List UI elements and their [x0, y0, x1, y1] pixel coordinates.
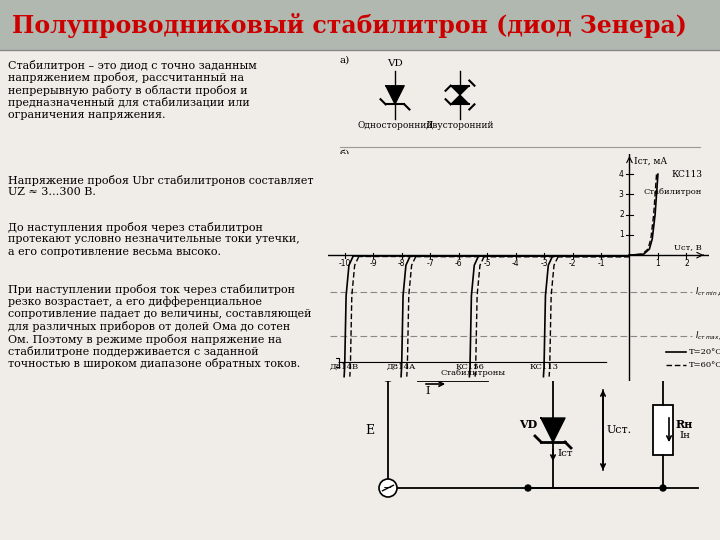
Text: 4: 4 — [619, 170, 624, 179]
Text: E: E — [366, 423, 374, 436]
Text: Стабилитроны: Стабилитроны — [440, 369, 505, 377]
Text: КС113: КС113 — [529, 362, 559, 370]
Text: точностью в широком диапазоне обратных токов.: точностью в широком диапазоне обратных т… — [8, 359, 300, 369]
Text: -3: -3 — [540, 259, 548, 268]
Text: 1: 1 — [619, 231, 624, 239]
Text: -1: -1 — [597, 259, 605, 268]
Text: Односторонний: Односторонний — [357, 122, 433, 130]
Text: Uст, В: Uст, В — [675, 243, 702, 251]
Text: непрерывную работу в области пробоя и: непрерывную работу в области пробоя и — [8, 85, 248, 96]
Text: протекают условно незначительные токи утечки,: протекают условно незначительные токи ут… — [8, 234, 300, 245]
Text: UZ ≈ 3…300 В.: UZ ≈ 3…300 В. — [8, 187, 96, 198]
Text: VD: VD — [518, 418, 537, 429]
Text: для различных приборов от долей Ома до сотен: для различных приборов от долей Ома до с… — [8, 321, 290, 332]
Text: КС156: КС156 — [456, 362, 485, 370]
Text: напряжением пробоя, рассчитанный на: напряжением пробоя, рассчитанный на — [8, 72, 244, 83]
Text: предназначенный для стабилизации или: предназначенный для стабилизации или — [8, 97, 250, 108]
Text: -6: -6 — [455, 259, 462, 268]
Text: ограничения напряжения.: ограничения напряжения. — [8, 110, 166, 119]
Text: $I_{ст\,min\,доп}$: $I_{ст\,min\,доп}$ — [695, 285, 720, 298]
Text: -2: -2 — [569, 259, 576, 268]
Text: T=20°C: T=20°C — [689, 348, 720, 356]
Text: 1: 1 — [656, 259, 660, 268]
Text: Двусторонний: Двусторонний — [426, 122, 494, 130]
Text: I: I — [426, 386, 431, 396]
Text: VD: VD — [387, 59, 403, 68]
Text: Д814В: Д814В — [330, 362, 359, 370]
Text: стабилитроне поддерживается с заданной: стабилитроне поддерживается с заданной — [8, 346, 258, 357]
Text: -8: -8 — [398, 259, 405, 268]
Text: Rн: Rн — [676, 420, 693, 430]
Circle shape — [525, 369, 531, 375]
Text: Uст.: Uст. — [607, 425, 632, 435]
Text: Iст: Iст — [557, 449, 572, 458]
Polygon shape — [451, 95, 469, 104]
Text: +: + — [383, 367, 392, 377]
Text: Iн: Iн — [679, 430, 690, 440]
Text: $I_{ст\,max\,доп}$: $I_{ст\,max\,доп}$ — [695, 330, 720, 342]
Polygon shape — [541, 418, 565, 442]
Text: сопротивление падает до величины, составляющей: сопротивление падает до величины, состав… — [8, 309, 312, 319]
Text: -4: -4 — [512, 259, 519, 268]
Text: 2: 2 — [619, 210, 624, 219]
Polygon shape — [451, 86, 469, 95]
Polygon shape — [386, 86, 405, 104]
Text: Напряжение пробоя Ubr стабилитронов составляет: Напряжение пробоя Ubr стабилитронов сост… — [8, 175, 313, 186]
Text: Полупроводниковый стабилитрон (диод Зенера): Полупроводниковый стабилитрон (диод Зене… — [12, 12, 687, 37]
Circle shape — [379, 363, 397, 381]
Circle shape — [660, 485, 666, 491]
Text: Ом. Поэтому в режиме пробоя напряжение на: Ом. Поэтому в режиме пробоя напряжение н… — [8, 334, 282, 345]
Circle shape — [660, 369, 666, 375]
Text: -10: -10 — [338, 259, 351, 268]
Text: б): б) — [340, 150, 351, 159]
Bar — [418, 363, 488, 381]
Text: 2: 2 — [684, 259, 689, 268]
Text: а его сопротивление весьма высоко.: а его сопротивление весьма высоко. — [8, 247, 221, 257]
Text: КС113: КС113 — [671, 170, 702, 179]
Text: Стабилитрон – это диод с точно заданным: Стабилитрон – это диод с точно заданным — [8, 60, 257, 71]
Text: -9: -9 — [369, 259, 377, 268]
Text: резко возрастает, а его дифференциальное: резко возрастает, а его дифференциальное — [8, 296, 262, 307]
Circle shape — [525, 485, 531, 491]
Text: -7: -7 — [426, 259, 434, 268]
Text: -5: -5 — [483, 259, 491, 268]
Text: При наступлении пробоя ток через стабилитрон: При наступлении пробоя ток через стабили… — [8, 284, 295, 295]
Text: T=60°C: T=60°C — [689, 361, 720, 368]
Text: До наступления пробоя через стабилитрон: До наступления пробоя через стабилитрон — [8, 222, 263, 233]
Text: Rогр.: Rогр. — [436, 350, 471, 361]
Bar — [653, 405, 673, 455]
Text: Стабилитрон: Стабилитрон — [644, 188, 702, 197]
Text: а): а) — [340, 56, 350, 65]
Text: −: − — [383, 483, 392, 493]
Text: Iст, мА: Iст, мА — [634, 157, 667, 166]
Bar — [0, 0, 720, 50]
Circle shape — [379, 479, 397, 497]
Text: 3: 3 — [619, 190, 624, 199]
Text: Д814А: Д814А — [387, 362, 416, 370]
